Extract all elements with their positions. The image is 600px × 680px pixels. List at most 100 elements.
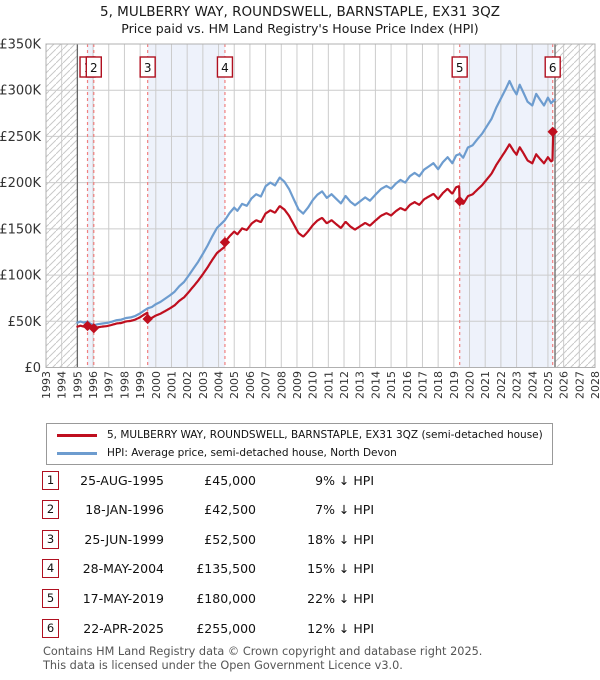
sale-diamond — [547, 126, 558, 138]
page-subtitle: Price paid vs. HM Land Registry's House … — [121, 21, 479, 36]
price-line-swatch — [57, 433, 97, 437]
row-number-badge: 4 — [42, 559, 59, 579]
x-tick-label: 2000 — [150, 371, 163, 399]
x-tick-label: 2025 — [542, 371, 555, 399]
sale-markers — [82, 126, 558, 334]
sale-vs-hpi: 22% ↓ HPI — [307, 590, 374, 606]
x-tick-label: 2021 — [479, 371, 492, 399]
sale-vs-hpi: 15% ↓ HPI — [307, 561, 374, 577]
table-row: 2 18-JAN-1996 £42,500 7% ↓ HPI — [42, 500, 374, 520]
x-tick-label: 2006 — [244, 371, 257, 399]
x-tick-label: 2017 — [416, 371, 429, 399]
x-tick-label: 2023 — [511, 371, 524, 399]
sale-vs-hpi: 12% ↓ HPI — [307, 620, 374, 636]
price-line — [76, 128, 557, 331]
hpi-line-swatch — [57, 451, 97, 455]
x-tick-label: 2008 — [275, 371, 288, 399]
x-tick-label: 1997 — [103, 371, 116, 399]
x-tick-label: 2016 — [401, 371, 414, 399]
x-tick-label: 2013 — [354, 371, 367, 399]
sale-vs-hpi: 7% ↓ HPI — [315, 502, 374, 518]
sale-price: £42,500 — [204, 502, 256, 518]
sale-price: £45,000 — [204, 472, 256, 488]
plot-border — [45, 43, 596, 368]
y-tick-label: £300K — [0, 84, 41, 99]
sale-number-boxes: 123456 — [79, 56, 561, 78]
sale-number-box — [451, 56, 468, 78]
sale-number-label: 6 — [549, 61, 557, 75]
sale-number-label: 4 — [221, 61, 229, 75]
table-row: 4 28-MAY-2004 £135,500 15% ↓ HPI — [42, 559, 374, 579]
x-tick-label: 2026 — [558, 371, 571, 399]
footer-line-2: This data is licensed under the Open Gov… — [43, 658, 403, 672]
sale-number-label: 5 — [456, 61, 464, 75]
sale-diamond — [88, 323, 99, 334]
row-number-badge: 6 — [42, 618, 59, 638]
y-tick-label: £200K — [0, 176, 41, 191]
legend-label-property: 5, MULBERRY WAY, ROUNDSWELL, BARNSTAPLE,… — [107, 429, 543, 441]
sale-diamond — [454, 195, 465, 207]
sale-date: 17-MAY-2019 — [82, 590, 164, 606]
row-number-badge: 2 — [42, 500, 59, 520]
x-axis-labels: 1993 1994 1995 1996 1997 1998 1999 2000 2001 2002… — [40, 371, 600, 399]
x-tick-label: 2011 — [322, 371, 335, 399]
hpi-line — [76, 79, 557, 327]
no-data-hatch — [46, 44, 595, 368]
x-tick-label: 2019 — [448, 371, 461, 399]
x-tick-label: 1994 — [56, 371, 69, 399]
x-tick-label: 2003 — [197, 371, 210, 399]
x-tick-label: 2024 — [526, 371, 539, 399]
table-row: 5 17-MAY-2019 £180,000 22% ↓ HPI — [42, 588, 374, 608]
x-tick-label: 1996 — [87, 371, 100, 399]
table-row: 3 25-JUN-1999 £52,500 18% ↓ HPI — [42, 529, 374, 549]
x-tick-label: 2007 — [260, 371, 273, 399]
x-tick-label: 2020 — [464, 371, 477, 399]
sale-date: 18-JAN-1996 — [85, 502, 164, 518]
sale-number-label: 3 — [144, 61, 152, 75]
ownership-band — [147, 44, 225, 368]
price-history-chart: 123456£0£50K£100K£150K£200K£250K£300K£35… — [0, 38, 600, 400]
ownership-band — [459, 44, 553, 368]
license-footer: Contains HM Land Registry data © Crown c… — [43, 645, 482, 672]
sale-number-label: 2 — [90, 61, 98, 75]
x-tick-label: 2004 — [213, 371, 226, 399]
x-tick-label: 1999 — [134, 371, 147, 399]
sale-date: 22-APR-2025 — [83, 620, 164, 636]
y-tick-label: £0 — [24, 361, 41, 376]
x-tick-label: 2012 — [338, 371, 351, 399]
sale-number-box — [85, 56, 102, 78]
x-tick-label: 2010 — [307, 371, 320, 399]
y-tick-label: £150K — [0, 222, 41, 237]
sale-number-box — [544, 56, 561, 78]
hatch-left — [46, 44, 78, 368]
x-tick-label: 1998 — [118, 371, 131, 399]
x-tick-label: 2022 — [495, 371, 508, 399]
x-tick-label: 2015 — [385, 371, 398, 399]
sale-date: 25-AUG-1995 — [80, 472, 164, 488]
legend-label-hpi: HPI: Average price, semi-detached house,… — [107, 447, 397, 459]
row-number-badge: 3 — [42, 529, 59, 549]
sale-number-box — [216, 56, 234, 78]
x-tick-label: 2018 — [432, 371, 445, 399]
sale-diamond — [142, 313, 153, 325]
y-axis-labels: £0 £50K £100K £150K £200K £250K £300K £350K — [0, 38, 41, 377]
row-number-badge: 5 — [42, 588, 59, 608]
sale-price: £180,000 — [196, 590, 256, 606]
y-tick-label: £50K — [8, 315, 42, 330]
x-tick-label: 2027 — [573, 371, 586, 399]
x-tick-label: 1995 — [71, 371, 84, 399]
sale-price: £255,000 — [196, 620, 256, 636]
y-tick-label: £250K — [0, 130, 41, 145]
sale-price: £135,500 — [196, 561, 256, 577]
x-tick-label: 1993 — [40, 371, 53, 399]
y-tick-label: £100K — [0, 269, 41, 284]
sale-price: £52,500 — [204, 531, 256, 547]
sale-number-box — [139, 56, 156, 78]
sale-date: 25-JUN-1999 — [84, 531, 164, 547]
ownership-band — [87, 44, 94, 368]
x-tick-label: 2014 — [369, 371, 382, 399]
footer-line-1: Contains HM Land Registry data © Crown c… — [43, 645, 483, 658]
page-title: 5, MULBERRY WAY, ROUNDSWELL, BARNSTAPLE,… — [100, 4, 500, 20]
chart-legend: 5, MULBERRY WAY, ROUNDSWELL, BARNSTAPLE,… — [46, 423, 553, 465]
legend-item-hpi: HPI: Average price, semi-detached house,… — [47, 446, 552, 461]
